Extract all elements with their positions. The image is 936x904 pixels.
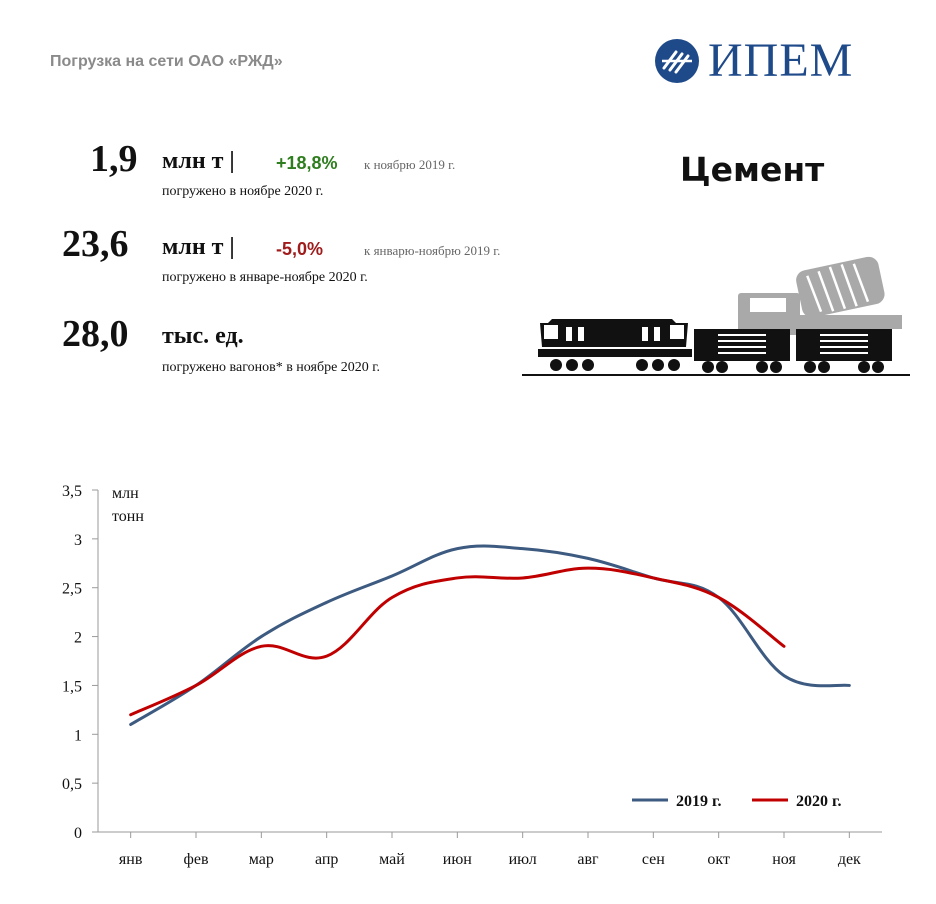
chart-legend: 2019 г. 2020 г. [632,793,841,810]
y-tick-label: 2,5 [62,581,82,598]
x-tick-label: ноя [772,851,796,868]
train-cement-illustration [522,256,910,376]
rail-line [522,374,910,376]
locomotive-icon [538,319,692,371]
y-tick-label: 0 [74,825,82,842]
y-axis-label-line-1: млн [112,485,139,502]
x-tick-label: апр [315,851,338,868]
stat-value: 23,6 [62,223,129,265]
ipem-logo: ИПЕМ [654,34,854,87]
x-tick-label: июн [443,851,473,868]
series-line-1 [129,544,851,727]
stat-caption: погружено вагонов* в ноябре 2020 г. [162,360,380,375]
category-title: Цемент [680,150,825,189]
stat-value: 1,9 [90,138,138,180]
x-tick-label: май [379,851,405,868]
x-tick-label: сен [642,851,665,868]
page-title: Погрузка на сети ОАО «РЖД» [50,53,283,70]
stat-value: 28,0 [62,313,129,355]
chart-series [129,544,851,727]
y-tick-label: 3,5 [62,483,82,500]
stat-compare: к ноябрю 2019 г. [364,157,456,172]
y-tick-label: 1,5 [62,678,82,695]
x-tick-label: июл [509,851,537,868]
y-tick-label: 2 [74,630,82,647]
x-axis: янв фев мар апр май июн июл авг сен окт ноя дек [98,831,882,868]
y-tick-label: 0,5 [62,776,82,793]
series-line-2 [129,566,786,717]
ipem-logo-icon [655,39,699,83]
y-axis: 0 0,5 1 1,5 2 2,5 3 3,5 [62,483,99,842]
stat-compare: к январю-ноябрю 2019 г. [364,243,501,258]
stat-unit: млн т | [162,148,235,174]
stat-caption: погружено в январе-ноябре 2020 г. [162,270,368,285]
y-tick-label: 1 [74,727,82,744]
x-tick-label: фев [183,851,208,868]
legend-label: 2020 г. [796,793,841,810]
stat-unit: млн т | [162,234,235,260]
y-tick-label: 3 [74,532,82,549]
x-tick-label: авг [577,851,599,868]
stat-change: -5,0% [276,239,324,259]
x-tick-label: янв [119,851,143,868]
x-tick-label: мар [249,851,274,868]
x-tick-label: окт [707,851,730,868]
wagon-icon [694,329,790,373]
stat-unit: тыс. ед. [162,323,244,349]
loading-line-chart: 0 0,5 1 1,5 2 2,5 3 3,5 янв фев мар апр май июн июл ав… [62,483,882,868]
wagon-icon [796,329,892,373]
x-tick-label: дек [838,851,861,868]
y-axis-label-line-2: тонн [112,508,144,525]
logo-text: ИПЕМ [708,34,854,87]
stat-caption: погружено в ноябре 2020 г. [162,184,324,199]
legend-label: 2019 г. [676,793,721,810]
stat-change: +18,8% [276,153,338,173]
